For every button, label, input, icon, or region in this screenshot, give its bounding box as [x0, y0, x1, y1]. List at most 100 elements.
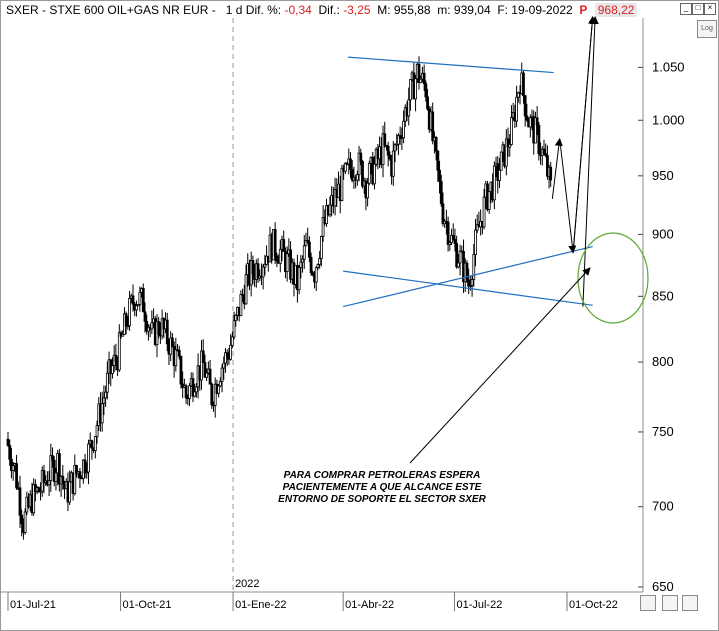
candle-body [366, 182, 370, 199]
candle-body [297, 267, 301, 291]
candle-body [400, 137, 404, 140]
candle-body [83, 459, 87, 474]
candle-body [188, 385, 191, 399]
candle-body [465, 262, 469, 281]
candle-body [409, 79, 412, 101]
candle-body [516, 92, 520, 98]
candle-body [508, 144, 512, 148]
candle-body [402, 120, 405, 139]
candle-body [407, 99, 411, 117]
candle-body [487, 191, 491, 210]
candle-body [302, 245, 306, 260]
close-icon[interactable]: × [704, 3, 716, 15]
y-tick-label: 700 [652, 499, 674, 514]
maximize-icon[interactable]: □ [692, 3, 704, 15]
candle-body [124, 313, 128, 327]
candle-body [85, 471, 89, 474]
candle-body [135, 305, 138, 311]
candle-body [49, 455, 53, 482]
settings-icon[interactable] [682, 595, 698, 611]
candle-body [136, 304, 140, 307]
candle-body [256, 263, 260, 279]
candle-body [93, 436, 97, 451]
candle-body [307, 241, 311, 258]
candle-body [523, 95, 527, 117]
dif-value: -3,25 [343, 3, 371, 17]
candle-body [201, 350, 205, 363]
projection-arrow [559, 138, 577, 254]
annotation-text-line: PARA COMPRAR PETROLERAS ESPERA [284, 470, 481, 481]
candle-body [150, 322, 154, 330]
candle-body [349, 158, 352, 170]
candle-body [424, 83, 428, 98]
minimize-icon[interactable]: _ [680, 3, 692, 15]
candle-body [474, 229, 477, 255]
candle-body [194, 386, 198, 393]
candle-body [414, 78, 417, 100]
max-label: M: 955,88 [377, 3, 431, 17]
candle-body [18, 487, 22, 516]
candle-body [143, 311, 147, 322]
candle-body [391, 150, 395, 177]
save-icon[interactable] [662, 595, 678, 611]
candle-body [431, 111, 435, 142]
candle-body [244, 274, 248, 305]
candle-body [422, 72, 426, 85]
candle-body [436, 150, 440, 171]
candle-body [37, 487, 41, 493]
candle-body [393, 144, 397, 152]
candle-body [47, 480, 51, 486]
candle-body [15, 463, 18, 489]
candle-body [275, 255, 279, 262]
candle-body [217, 385, 221, 394]
candle-body [193, 391, 197, 397]
y-tick-label: 1.000 [652, 112, 685, 127]
y-tick-label: 750 [652, 424, 674, 439]
candle-body [456, 262, 460, 268]
candle-body [261, 266, 265, 278]
date-label: F: 19-09-2022 [497, 3, 573, 17]
candle-body [184, 385, 188, 399]
candle-body [468, 285, 472, 287]
candle-body [522, 72, 525, 97]
dif-label: Dif.: [318, 3, 340, 17]
candle-body [367, 163, 371, 184]
candle-body [441, 203, 445, 225]
candle-body [510, 117, 513, 145]
trendline-lower-support-descending [343, 270, 593, 306]
candle-body [386, 145, 390, 156]
candle-body [319, 236, 323, 259]
symbol-label: SXER - STXE 600 OIL+GAS NR EUR - [6, 3, 216, 17]
candle-body [434, 137, 438, 152]
x-tick-label: 01-Jul-21 [10, 599, 56, 611]
dif-pct-value: -0,34 [284, 3, 312, 17]
candle-body [448, 242, 452, 245]
candle-body [174, 349, 178, 367]
candle-body [451, 234, 455, 240]
min-label: m: 939,04 [437, 3, 491, 17]
candle-body [100, 403, 104, 424]
log-scale-button[interactable]: Log [697, 20, 717, 38]
y-tick-label: 850 [652, 288, 674, 303]
candle-body [278, 248, 282, 264]
candle-body [87, 443, 90, 473]
candle-body [357, 152, 361, 176]
y-tick-label: 650 [652, 579, 674, 594]
candle-body [42, 470, 46, 483]
candle-body [128, 298, 131, 327]
candle-body [453, 239, 457, 244]
candle-body [546, 155, 549, 177]
candle-body [78, 471, 82, 479]
chart-type-icon[interactable] [640, 595, 656, 611]
candle-body [534, 117, 537, 144]
candle-body [117, 332, 121, 371]
candle-body [61, 475, 65, 483]
candle-body [316, 264, 320, 269]
candle-body [350, 169, 354, 181]
candle-body [220, 367, 224, 382]
chart-header: SXER - STXE 600 OIL+GAS NR EUR - 1 d Dif… [6, 3, 638, 17]
candle-body [104, 391, 108, 399]
candle-body [20, 514, 24, 525]
